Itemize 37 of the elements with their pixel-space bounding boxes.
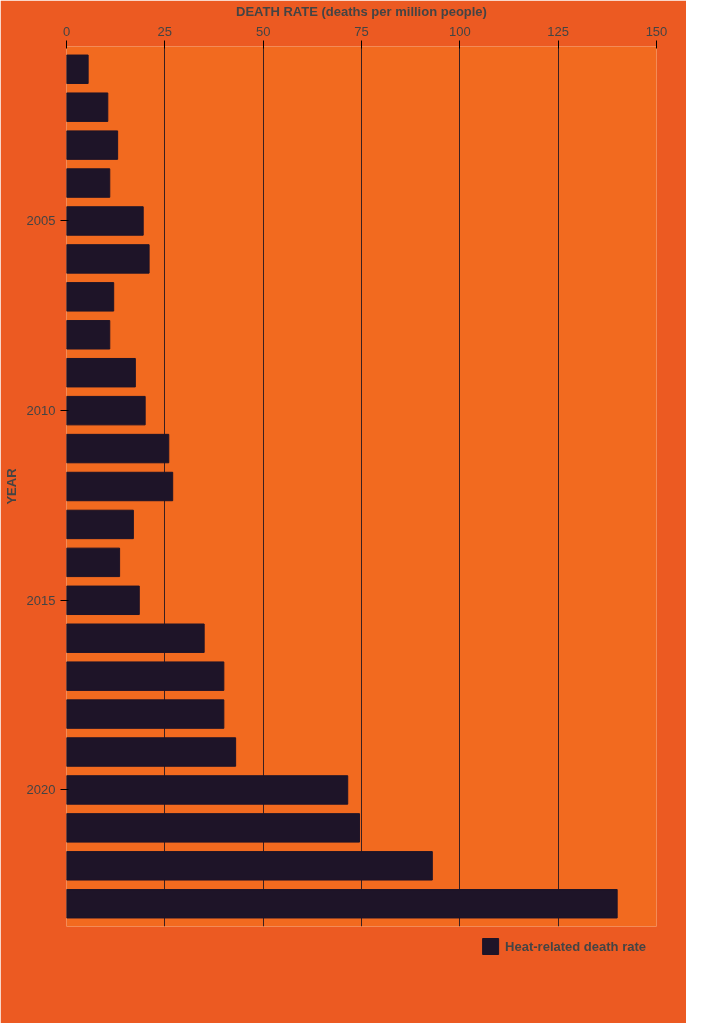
bar xyxy=(66,320,111,350)
bar xyxy=(66,244,150,274)
bar xyxy=(66,889,618,919)
bar xyxy=(66,737,237,767)
bar xyxy=(66,282,115,312)
x-axis-title: DEATH RATE (deaths per million people) xyxy=(236,3,487,19)
y-tick-label: 2010 xyxy=(26,403,56,419)
bar xyxy=(66,433,170,464)
legend-label: Heat-related death rate xyxy=(505,938,646,954)
bar xyxy=(66,168,111,198)
x-tick-label: 150 xyxy=(645,23,668,39)
y-tick-label: 2005 xyxy=(26,213,56,229)
bar xyxy=(66,471,174,502)
bar xyxy=(66,661,225,691)
x-tick-label: 50 xyxy=(255,23,271,39)
bar xyxy=(66,395,146,426)
bar xyxy=(66,699,225,729)
x-tick-label: 100 xyxy=(448,23,471,39)
bar xyxy=(66,623,205,653)
y-axis-title: YEAR xyxy=(3,467,19,505)
y-tick-label: 2020 xyxy=(26,782,56,798)
bar xyxy=(66,130,119,160)
bar xyxy=(66,813,361,843)
x-tick-label: 75 xyxy=(354,23,369,39)
x-tick-label: 25 xyxy=(157,23,173,39)
bar xyxy=(66,92,109,122)
bar xyxy=(66,357,136,388)
bar xyxy=(66,54,89,84)
bar xyxy=(66,509,134,540)
bar xyxy=(66,206,144,236)
bar xyxy=(66,775,349,805)
x-tick-label: 0 xyxy=(62,23,71,39)
bar xyxy=(66,585,140,616)
bar xyxy=(66,851,433,881)
y-tick-label: 2015 xyxy=(26,592,56,608)
x-tick-label: 125 xyxy=(547,23,570,39)
bar xyxy=(66,547,121,578)
